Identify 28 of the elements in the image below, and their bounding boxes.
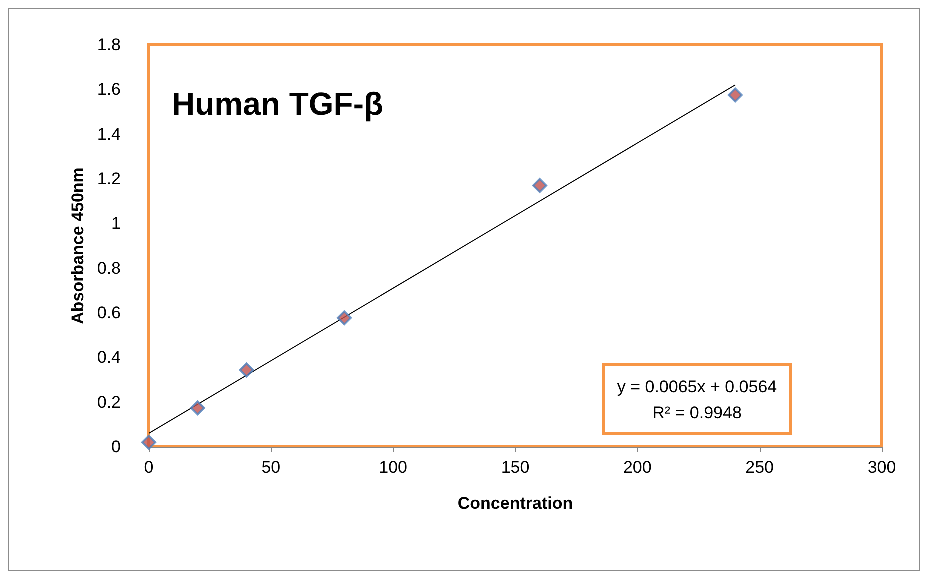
x-tick-label: 150	[501, 458, 530, 477]
point	[728, 88, 743, 103]
x-tick-label: 50	[262, 458, 281, 477]
annotation: y = 0.0065x + 0.0564	[617, 378, 778, 396]
point	[336, 310, 352, 326]
text: Human TGF-β	[172, 86, 384, 122]
point	[142, 435, 156, 450]
y-axis-title: Absorbance 450nm	[68, 168, 88, 324]
x-tick-label: 250	[746, 458, 774, 477]
x-tick-label: 300	[868, 458, 896, 477]
point	[532, 178, 548, 194]
y-tick-label: 1.8	[97, 36, 121, 54]
y-tick-label: 1	[112, 214, 121, 234]
x-tick-label: 200	[623, 458, 652, 477]
y-tick-label: 0.2	[97, 392, 121, 412]
y-tick-label: 0.8	[97, 258, 121, 278]
y-tick-label: 1.6	[97, 80, 121, 100]
annotation: R² = 0.9948	[652, 404, 742, 422]
y-tick-label: 1.2	[97, 170, 121, 188]
x-tick-label: 0	[144, 458, 154, 477]
x-tick-label: 100	[379, 458, 408, 477]
x-axis-title: Concentration	[458, 494, 574, 513]
y-tick-label: 0	[112, 438, 121, 456]
point	[190, 400, 206, 416]
y-tick-label: 1.4	[97, 124, 121, 144]
point	[239, 362, 254, 378]
y-tick-label: 0.6	[97, 304, 121, 322]
y-tick-label: 0.4	[97, 348, 121, 368]
